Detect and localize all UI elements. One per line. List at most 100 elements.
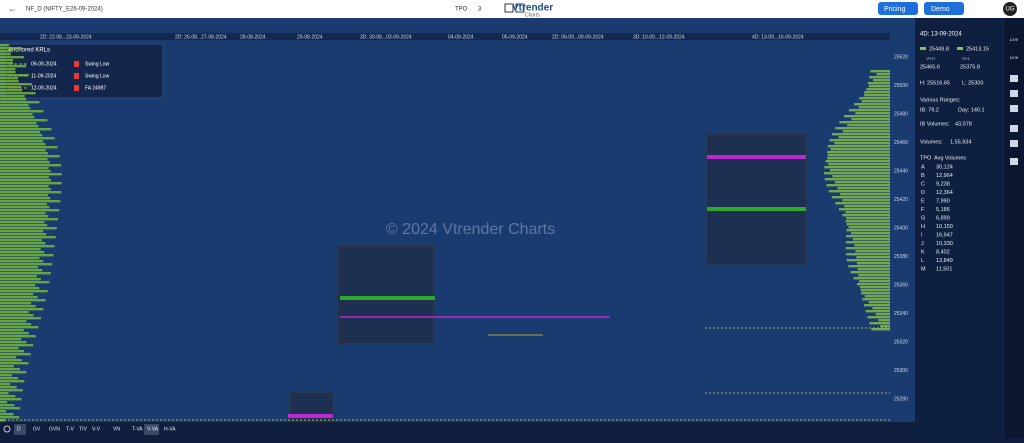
date-label: 4D: 13-09...16-09-2024 [752,34,804,40]
volume-bar [876,73,890,76]
tool-btn[interactable]: D [17,426,21,432]
volume-bar [0,173,62,176]
demo[interactable]: Demo [931,6,950,13]
panel-text: G [921,215,925,221]
volume-bar [0,305,36,308]
volume-bar [0,320,27,323]
volume-bar [0,170,51,173]
volume-bar [0,149,46,152]
sidebar-icon[interactable] [1010,90,1018,97]
tool-btn[interactable]: V-V [92,426,101,432]
sidebar-icon[interactable] [1010,75,1018,82]
panel-text: J [921,241,924,247]
user[interactable]: UG [1006,7,1015,13]
panel-text: L [921,258,924,264]
poc [707,155,806,159]
volume-bar [0,77,19,80]
tool-active[interactable] [14,424,26,435]
tool-active[interactable] [144,424,159,435]
volume-bar [0,59,14,62]
volume-bar [0,152,48,155]
volume-bar [827,157,890,160]
volume-bar [848,265,890,268]
volume-bar [854,103,890,106]
delete[interactable] [74,85,79,91]
panel-text: 6,899 [936,215,950,221]
tool-btn[interactable]: T-V [66,426,74,432]
volume-bar [868,85,890,88]
volume-bar [838,136,890,139]
volume-bar [0,215,49,218]
minus[interactable] [504,3,514,13]
volume-bar [0,266,39,269]
volume-bar [0,275,37,278]
tool-btn[interactable]: V-VA [147,426,159,432]
volume-bar [0,101,40,104]
tool-btn[interactable]: GV [33,426,41,432]
volume-bar [824,166,890,169]
tool-btn[interactable]: GVN [49,426,60,432]
volume-bar [0,329,24,332]
volume-bar [856,262,890,265]
symbol[interactable]: NF_D (NIFTY_E26-09-2024) [26,7,103,13]
volume-bar [845,211,890,214]
panel-text: 9,238 [936,181,950,187]
tpo-value[interactable]: 3 [478,7,482,13]
panel-text: IB Volumes: [920,121,950,127]
volume-bar [0,416,20,419]
volume-bar [0,44,10,47]
volume-bar [0,212,46,215]
tool-btn[interactable]: H-VA [164,426,176,432]
price-tick: 25280 [894,396,908,402]
volume-bar [0,191,62,194]
tool-btn[interactable]: T/V [79,426,87,432]
logo: Vtrender [512,3,553,14]
volume-bar [0,146,58,149]
sidebar-label: Live [1010,37,1019,42]
volume-bar [0,245,55,248]
panel-text: 12,364 [936,190,953,196]
volume-bar [862,298,890,301]
pricing[interactable]: Pricing [884,6,906,13]
volume-bar [845,253,890,256]
volume-bar [0,104,29,107]
volume-bar [0,62,13,65]
volume-bar [846,235,890,238]
volume-bar [825,160,890,163]
sidebar-icon[interactable] [1010,125,1018,132]
volume-bar [844,205,890,208]
volume-bar [840,193,890,196]
volume-bar [853,277,890,280]
back[interactable]: ← [8,3,17,13]
sidebar-icon[interactable] [1010,105,1018,112]
panel-text: 16,947 [936,232,953,238]
pricing-btn[interactable] [878,2,918,15]
panel-text: Volumes: [920,139,943,145]
volume-bar [0,227,57,230]
panel-text: B [921,173,925,179]
sidebar-icon[interactable] [1010,140,1018,147]
tool-btn[interactable]: T-VA [132,426,143,432]
delete[interactable] [74,61,79,67]
settings[interactable] [3,425,11,433]
volume-bar [828,190,890,193]
date-label: 05-09-2024 [502,34,528,40]
date-label: 3D: 10-09...12-09-2024 [633,34,685,40]
tool-btn[interactable]: VN [113,426,120,432]
demo-btn[interactable] [924,2,964,15]
panel-text: I [921,232,923,238]
volume-bar [0,380,25,383]
plus[interactable] [515,3,525,13]
panel-text: VAH [926,56,935,61]
sidebar-icon[interactable] [1010,158,1018,165]
volume-bar [0,284,36,287]
volume-bar [0,395,16,398]
volume-bar [0,308,44,311]
avatar[interactable] [1003,2,1017,16]
date-strip [0,33,890,40]
volume-bar [0,107,31,110]
delete[interactable] [74,73,79,79]
volume-bar [0,230,44,233]
volume-bar [0,239,42,242]
